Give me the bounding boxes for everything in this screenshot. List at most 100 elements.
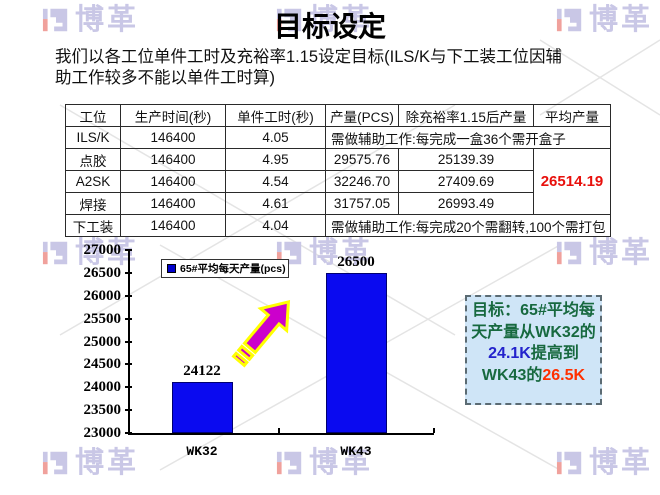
y-axis-tick	[125, 340, 132, 343]
column-header: 单件工时(秒)	[225, 104, 326, 127]
y-axis-label: 25000	[83, 333, 122, 350]
goal-text-segment: 目标：65#平均每天产量从WK32的	[471, 302, 596, 341]
x-category-label: WK43	[340, 444, 372, 459]
subtitle-text: 我们以各工位单件工时及充裕率1.15设定目标(ILS/K与下工装工位因辅助工作较…	[55, 48, 562, 87]
cell-time: 146400	[120, 170, 226, 193]
brand-name: 博革	[309, 446, 374, 479]
brand-name: 博革	[589, 236, 654, 269]
table-row: ILS/K 146400 4.05 需做辅助工作:每完成一盒36个需开盒子	[65, 126, 611, 149]
cell-adjusted: 25139.39	[398, 148, 534, 171]
goal-text-segment: 26.5K	[542, 366, 586, 384]
cell-output: 31757.05	[325, 192, 399, 215]
brand-name: 博革	[589, 3, 654, 36]
y-axis-label: 23000	[83, 425, 122, 441]
column-header: 产量(PCS)	[325, 104, 399, 127]
legend-swatch-icon	[167, 264, 176, 273]
y-axis-label: 25500	[83, 310, 122, 327]
cell-station: A2SK	[65, 170, 121, 193]
cell-station: ILS/K	[65, 126, 121, 149]
column-header: 除充裕率1.15后产量	[398, 104, 534, 127]
x-axis-tick	[433, 428, 435, 433]
y-axis-label: 23500	[83, 402, 122, 419]
table-row: A2SK 146400 4.54 32246.70 27409.69	[65, 170, 611, 193]
legend-label: 65#平均每天产量(pcs)	[180, 263, 286, 275]
column-header: 平均产量	[533, 104, 611, 127]
brand-mark-icon	[556, 8, 582, 32]
bar-value-label: 24122	[183, 362, 221, 379]
watermark-logo: 博革	[42, 238, 139, 268]
brand-mark-icon	[556, 241, 582, 265]
chart-legend: 65#平均每天产量(pcs)	[161, 259, 289, 278]
page-title: 目标设定	[273, 11, 386, 42]
table-row: 焊接 146400 4.61 31757.05 26993.49	[65, 192, 611, 215]
watermark-logo: 博革	[556, 238, 653, 268]
watermark-logo: 博革	[556, 448, 653, 478]
column-header: 工位	[65, 104, 121, 127]
watermark-logo: 博革	[276, 238, 373, 268]
table-row: 点胶 146400 4.95 29575.76 25139.39 26514.19	[65, 148, 611, 215]
cell-average-output: 26514.19	[533, 148, 611, 215]
cell-station: 点胶	[65, 148, 121, 171]
y-axis-tick	[125, 409, 132, 412]
x-axis	[128, 433, 434, 435]
brand-name: 博革	[309, 3, 374, 36]
x-category-label: WK32	[186, 444, 218, 459]
watermark-logo: 博革	[276, 448, 373, 478]
y-axis-tick	[125, 271, 132, 274]
bar-value-label: 26500	[337, 253, 375, 270]
table-header-row: 工位 生产时间(秒) 单件工时(秒) 产量(PCS) 除充裕率1.15后产量 平均产量	[65, 104, 611, 127]
cell-note: 需做辅助工作:每完成20个需翻转,100个需打包	[325, 214, 611, 237]
y-axis-label: 26000	[83, 287, 122, 304]
brand-name: 博革	[75, 3, 140, 36]
cell-unit-time: 4.05	[225, 126, 326, 149]
y-axis-label: 24500	[83, 356, 122, 373]
cell-adjusted: 26993.49	[398, 192, 534, 215]
y-axis-tick	[125, 317, 132, 320]
cell-unit-time: 4.61	[225, 192, 326, 215]
column-header: 生产时间(秒)	[120, 104, 226, 127]
goal-text-segment: 提高到WK43的	[481, 345, 579, 384]
watermark-logo: 博革	[276, 5, 373, 35]
goal-text-segment: 24.1K	[488, 345, 531, 362]
cell-station: 焊接	[65, 192, 121, 215]
brand-mark-icon	[42, 241, 68, 265]
y-axis-tick	[125, 363, 132, 366]
bar-wk32	[171, 381, 233, 433]
cell-time: 146400	[120, 148, 226, 171]
watermark-logo: 博革	[556, 5, 653, 35]
cell-output: 32246.70	[325, 170, 399, 193]
growth-arrow-icon	[231, 299, 291, 368]
brand-mark-icon	[276, 8, 302, 32]
y-axis-label: 24000	[83, 379, 122, 396]
cell-unit-time: 4.95	[225, 148, 326, 171]
cell-station: 下工装	[65, 214, 121, 237]
bar-wk43	[325, 272, 387, 433]
y-axis-tick	[125, 294, 132, 297]
brand-name: 博革	[309, 236, 374, 269]
y-axis-tick	[125, 386, 132, 389]
y-axis-label: 26500	[83, 264, 122, 281]
cell-time: 146400	[120, 126, 226, 149]
y-axis-label: 27000	[83, 242, 122, 258]
table-row: 下工装 146400 4.04 需做辅助工作:每完成20个需翻转,100个需打包	[65, 214, 611, 237]
y-axis-tick	[125, 249, 132, 251]
y-axis-tick	[125, 432, 132, 434]
cell-time: 146400	[120, 214, 226, 237]
x-axis-tick	[278, 428, 280, 433]
goal-callout-box: 目标：65#平均每天产量从WK32的 24.1K提高到WK43的26.5K	[465, 295, 602, 405]
brand-mark-icon	[276, 241, 302, 265]
brand-mark-icon	[556, 451, 582, 475]
cell-unit-time: 4.54	[225, 170, 326, 193]
cell-output: 29575.76	[325, 148, 399, 171]
cell-time: 146400	[120, 192, 226, 215]
watermark-logo: 博革	[42, 448, 139, 478]
brand-name: 博革	[589, 446, 654, 479]
brand-mark-icon	[42, 8, 68, 32]
cell-adjusted: 27409.69	[398, 170, 534, 193]
brand-mark-icon	[42, 451, 68, 475]
brand-name: 博革	[75, 236, 140, 269]
cell-note: 需做辅助工作:每完成一盒36个需开盒子	[325, 126, 611, 149]
cell-unit-time: 4.04	[225, 214, 326, 237]
brand-mark-icon	[276, 451, 302, 475]
